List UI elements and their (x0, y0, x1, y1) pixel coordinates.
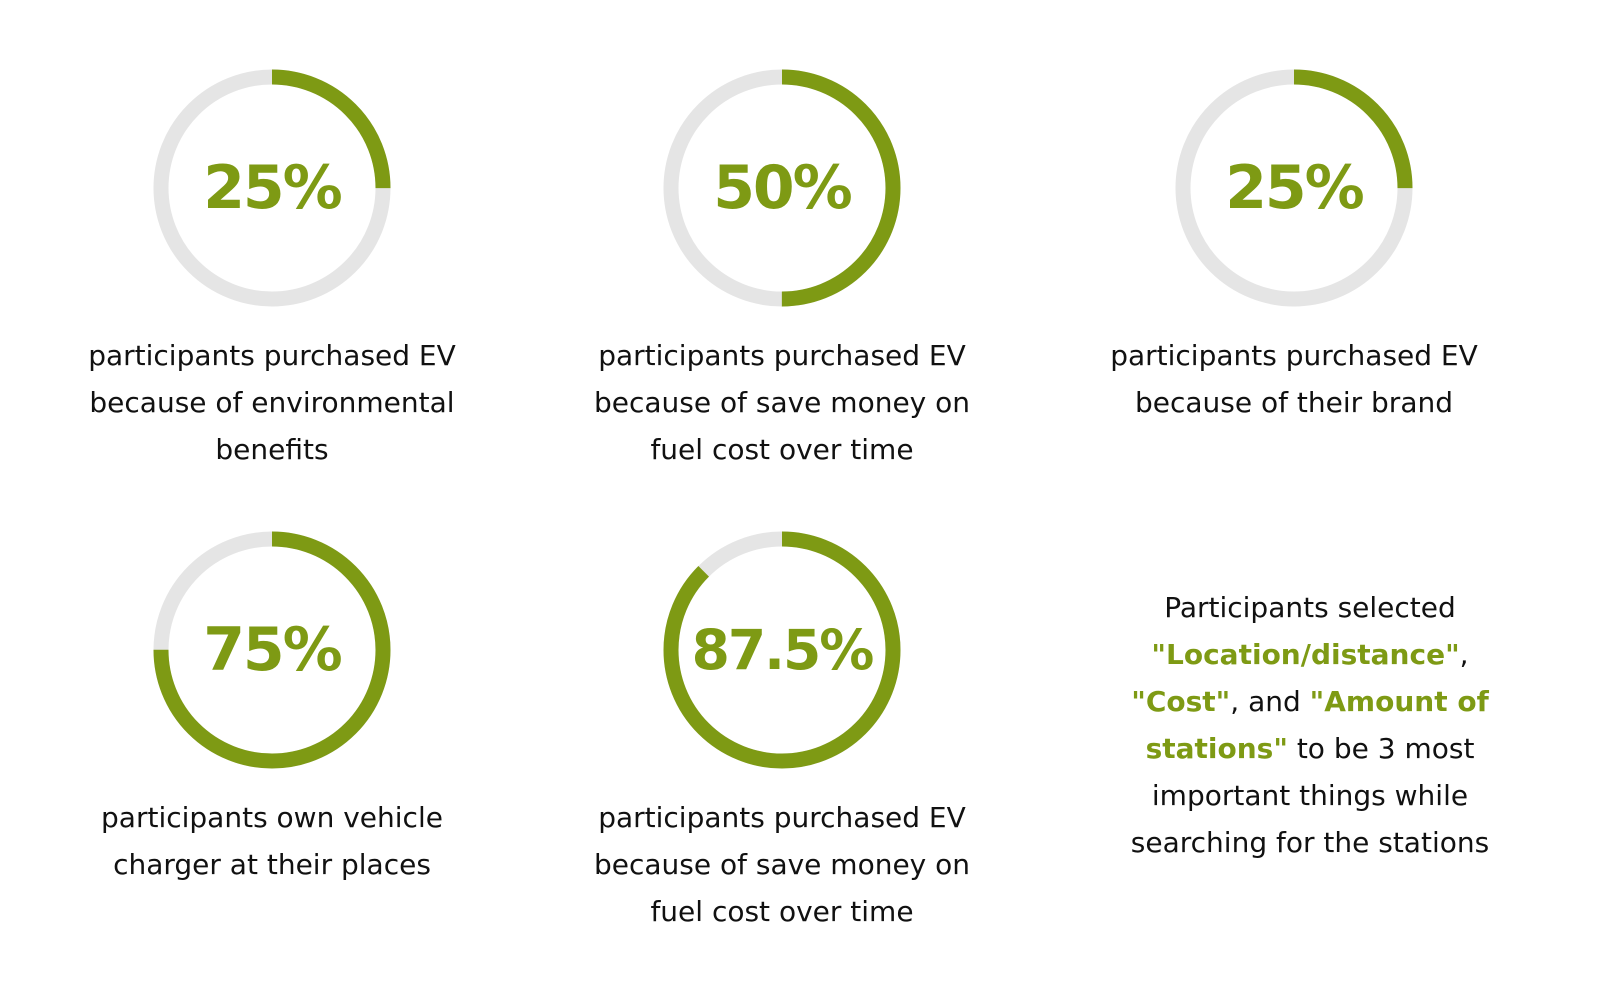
stat-caption: participants purchased EV because of sav… (593, 801, 971, 928)
percentage-label: 87.5% (691, 618, 875, 682)
donut-chart: 25% (146, 62, 398, 314)
donut-arc (663, 531, 901, 769)
stat-caption: participants own vehicle charger at thei… (101, 801, 443, 881)
donut-arc (153, 531, 391, 769)
note-separator: , (1459, 638, 1469, 671)
note-highlight-stations: "Amount of stations" (1145, 685, 1489, 765)
stat-caption: participants purchased EV because of sav… (593, 339, 971, 466)
stat-card: 87.5% participants purchased EV because … (572, 524, 992, 935)
stat-card: 25% participants purchased EV because of… (62, 62, 482, 473)
note-lead: Participants selected (1164, 591, 1456, 624)
note-highlight-location: "Location/distance" (1151, 638, 1460, 671)
percentage-label: 25% (1225, 153, 1365, 223)
stat-card: 75% participants own vehicle charger at … (62, 524, 482, 888)
donut-arc (153, 69, 391, 307)
donut-chart: 50% (656, 62, 908, 314)
stat-caption: participants purchased EV because of the… (1110, 339, 1478, 419)
important-factors-note: Participants selected "Location/distance… (1120, 584, 1500, 866)
percentage-label: 50% (713, 153, 853, 223)
donut-chart: 75% (146, 524, 398, 776)
stat-card: 50% participants purchased EV because of… (572, 62, 992, 473)
note-highlight-cost: "Cost" (1131, 685, 1231, 718)
donut-arc (663, 69, 901, 307)
note-tail: to be 3 most important things while sear… (1130, 732, 1490, 859)
donut-chart: 25% (1168, 62, 1420, 314)
donut-arc (1175, 69, 1413, 307)
donut-chart: 87.5% (656, 524, 908, 776)
percentage-label: 25% (203, 153, 343, 223)
note-separator: , and (1230, 685, 1310, 718)
percentage-label: 75% (203, 615, 343, 685)
stat-caption: participants purchased EV because of env… (88, 339, 456, 466)
stat-card: 25% participants purchased EV because of… (1084, 62, 1504, 426)
